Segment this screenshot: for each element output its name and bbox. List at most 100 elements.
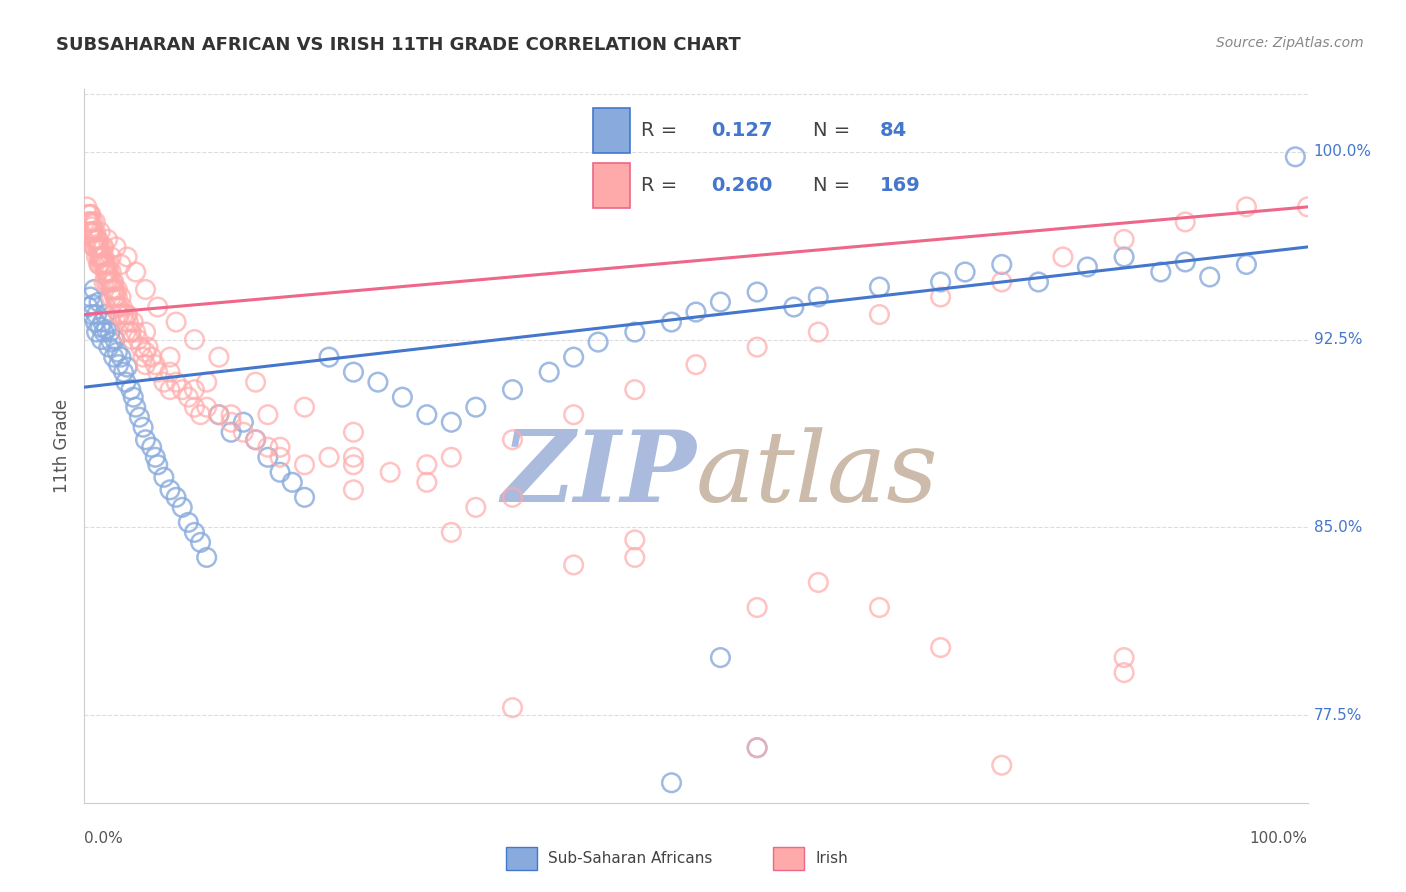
- Point: [141, 350, 163, 364]
- Text: 100.0%: 100.0%: [1250, 831, 1308, 847]
- Point: [89, 225, 111, 239]
- Point: [1234, 200, 1257, 214]
- Point: [159, 483, 181, 497]
- Point: [96, 322, 118, 336]
- Point: [82, 297, 104, 311]
- Point: [141, 440, 163, 454]
- Point: [146, 365, 169, 379]
- Point: [562, 558, 585, 572]
- Point: [84, 215, 107, 229]
- Point: [77, 207, 100, 221]
- Point: [1198, 270, 1220, 285]
- Point: [125, 265, 148, 279]
- Point: [125, 325, 148, 339]
- Point: [219, 415, 242, 429]
- Point: [105, 290, 128, 304]
- Point: [97, 265, 120, 279]
- Point: [1114, 232, 1136, 246]
- Point: [538, 365, 561, 379]
- Point: [342, 425, 364, 440]
- Point: [709, 295, 731, 310]
- Point: [391, 390, 413, 404]
- Point: [127, 333, 149, 347]
- Point: [90, 250, 112, 264]
- Point: [416, 475, 439, 490]
- Point: [97, 232, 120, 246]
- Point: [232, 425, 254, 440]
- Point: [624, 325, 647, 339]
- Point: [159, 350, 181, 364]
- Point: [685, 305, 707, 319]
- Point: [83, 240, 105, 254]
- Point: [100, 290, 122, 304]
- Text: 92.5%: 92.5%: [1313, 332, 1362, 347]
- Point: [136, 340, 159, 354]
- Point: [195, 400, 218, 414]
- Point: [97, 257, 120, 271]
- Point: [245, 433, 267, 447]
- Point: [94, 265, 117, 279]
- Point: [1174, 255, 1197, 269]
- Text: ZIP: ZIP: [501, 426, 696, 523]
- Point: [96, 257, 118, 271]
- Point: [219, 425, 242, 440]
- Point: [103, 283, 125, 297]
- Point: [100, 265, 122, 279]
- Point: [135, 433, 157, 447]
- Point: [110, 257, 132, 271]
- Point: [120, 325, 142, 339]
- Point: [77, 300, 100, 314]
- Point: [82, 225, 104, 239]
- Point: [79, 290, 101, 304]
- Point: [464, 400, 486, 414]
- Point: [153, 375, 176, 389]
- Point: [807, 325, 830, 339]
- Point: [83, 240, 105, 254]
- Point: [104, 333, 127, 347]
- Point: [100, 250, 122, 264]
- Point: [135, 345, 157, 359]
- Point: [86, 250, 108, 264]
- Point: [661, 315, 683, 329]
- Point: [257, 408, 280, 422]
- Point: [153, 470, 176, 484]
- Text: Source: ZipAtlas.com: Source: ZipAtlas.com: [1216, 36, 1364, 50]
- Point: [105, 345, 128, 359]
- Point: [86, 240, 108, 254]
- Point: [93, 240, 115, 254]
- Point: [115, 325, 138, 339]
- Text: 85.0%: 85.0%: [1313, 520, 1362, 535]
- Point: [269, 450, 291, 465]
- Point: [83, 232, 105, 246]
- Point: [709, 650, 731, 665]
- Point: [79, 207, 101, 221]
- Point: [143, 450, 166, 465]
- Text: SUBSAHARAN AFRICAN VS IRISH 11TH GRADE CORRELATION CHART: SUBSAHARAN AFRICAN VS IRISH 11TH GRADE C…: [56, 36, 741, 54]
- Point: [440, 450, 463, 465]
- Point: [94, 308, 117, 322]
- Point: [661, 776, 683, 790]
- Point: [1234, 257, 1257, 271]
- Point: [80, 219, 103, 234]
- Point: [97, 275, 120, 289]
- Point: [93, 250, 115, 264]
- Point: [83, 283, 105, 297]
- Point: [93, 325, 115, 339]
- Point: [79, 225, 101, 239]
- Point: [87, 232, 110, 246]
- Point: [807, 575, 830, 590]
- Point: [107, 308, 129, 322]
- Point: [159, 383, 181, 397]
- Point: [190, 535, 212, 549]
- Point: [111, 300, 134, 314]
- Point: [120, 325, 142, 339]
- Point: [990, 758, 1012, 772]
- Point: [79, 207, 101, 221]
- Point: [219, 408, 242, 422]
- Point: [501, 700, 523, 714]
- Point: [1174, 215, 1197, 229]
- Point: [869, 308, 891, 322]
- Point: [86, 325, 108, 339]
- Point: [1028, 275, 1050, 289]
- Point: [93, 275, 115, 289]
